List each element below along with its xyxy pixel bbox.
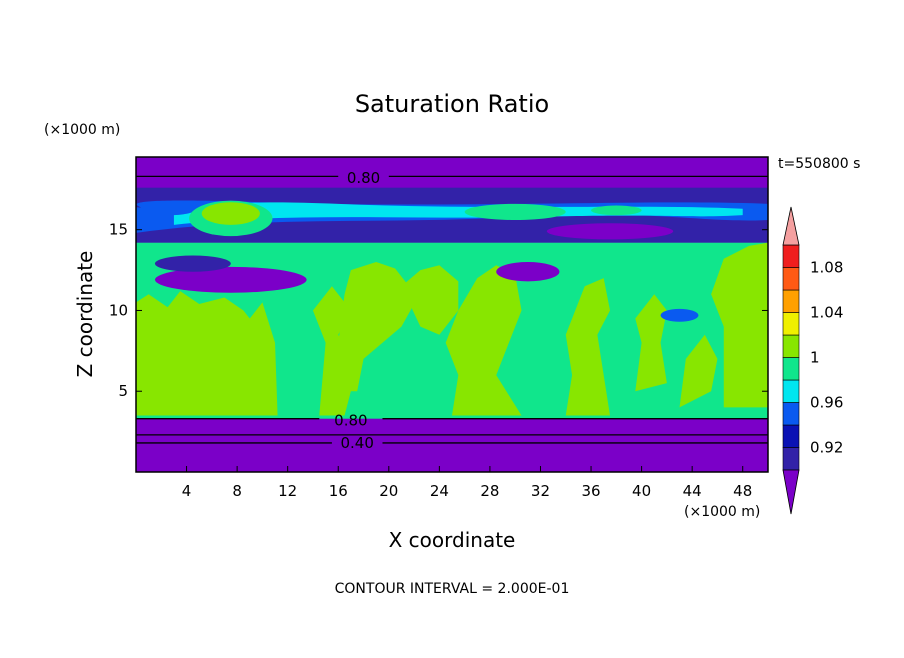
colorbar-tick-label-0: 0.92 [810, 439, 843, 457]
time-label: t=550800 s [778, 156, 860, 172]
contour-labels: 0.80 0.80 0.40 [334, 169, 380, 452]
pocket-4 [660, 308, 699, 322]
x-tick-label-1: 8 [232, 482, 242, 500]
colorbar-segment-2 [782, 402, 800, 426]
colorbar-tick-label-2: 1 [810, 349, 820, 367]
x-tick-label-9: 40 [632, 482, 651, 500]
patch-upper-3 [464, 203, 566, 220]
x-tick-label-4: 20 [379, 482, 398, 500]
colorbar-tick-label-3: 1.04 [810, 304, 843, 322]
y-axis-ticks: 5 10 15 [109, 221, 768, 400]
colorbar-under-arrow [782, 469, 800, 515]
y-tick-label-1: 10 [109, 301, 128, 319]
x-unit-label: (×1000 m) [684, 504, 760, 520]
x-tick-label-8: 36 [581, 482, 600, 500]
chart-title: Saturation Ratio [355, 90, 549, 118]
x-axis-label: X coordinate [389, 528, 516, 552]
pocket-1 [154, 266, 307, 293]
colorbar-segment-3 [782, 379, 800, 403]
colorbar-segment-7 [782, 289, 800, 313]
patch-upper-4 [591, 205, 642, 216]
colorbar-segment-0 [782, 447, 800, 471]
colorbar-segment-9 [782, 244, 800, 268]
y-unit-label: (×1000 m) [44, 122, 120, 138]
blob-5 [401, 265, 459, 335]
colorbar-segment-6 [782, 312, 800, 336]
x-tick-label-5: 24 [430, 482, 449, 500]
y-axis-label: Z coordinate [73, 251, 97, 378]
colorbar-segment-5 [782, 334, 800, 358]
x-tick-label-10: 44 [683, 482, 702, 500]
x-tick-label-0: 4 [182, 482, 192, 500]
pocket-2 [154, 255, 231, 272]
colorbar-tick-label-4: 1.08 [810, 259, 843, 277]
y-tick-label-2: 15 [109, 221, 128, 239]
blob-7 [565, 278, 610, 416]
colorbar-segment-1 [782, 424, 800, 448]
colorbar-over-arrow [782, 206, 800, 246]
x-tick-label-2: 12 [278, 482, 297, 500]
blob-8 [635, 294, 667, 392]
colorbar-segment-4 [782, 357, 800, 381]
x-tick-label-7: 32 [531, 482, 550, 500]
colorbar: 0.92 0.96 1 1.04 1.08 [782, 206, 843, 515]
x-tick-label-6: 28 [480, 482, 499, 500]
heatmap-field [136, 157, 768, 472]
x-tick-label-11: 48 [733, 482, 752, 500]
blob-4 [331, 262, 415, 392]
contour-label-2: 0.40 [340, 434, 373, 452]
blob-9 [679, 334, 718, 408]
contour-label-0: 0.80 [347, 169, 380, 187]
blob-2 [218, 302, 278, 416]
blob-6 [445, 265, 522, 416]
colorbar-tick-label-1: 0.96 [810, 394, 843, 412]
contour-interval-footer: CONTOUR INTERVAL = 2.000E-01 [335, 581, 570, 597]
x-axis-ticks: 4 8 12 16 20 24 28 32 36 40 44 48 [182, 466, 752, 500]
y-tick-label-0: 5 [118, 382, 128, 400]
band-upper-transition [136, 187, 768, 199]
colorbar-segment-8 [782, 267, 800, 291]
patch-upper-5 [546, 223, 674, 240]
patch-upper-2 [201, 202, 260, 225]
x-tick-label-3: 16 [329, 482, 348, 500]
contour-label-1: 0.80 [334, 411, 367, 429]
blob-10 [711, 242, 768, 408]
contour-lines [136, 175, 768, 444]
pocket-3 [496, 262, 560, 282]
plot-frame [135, 156, 769, 473]
